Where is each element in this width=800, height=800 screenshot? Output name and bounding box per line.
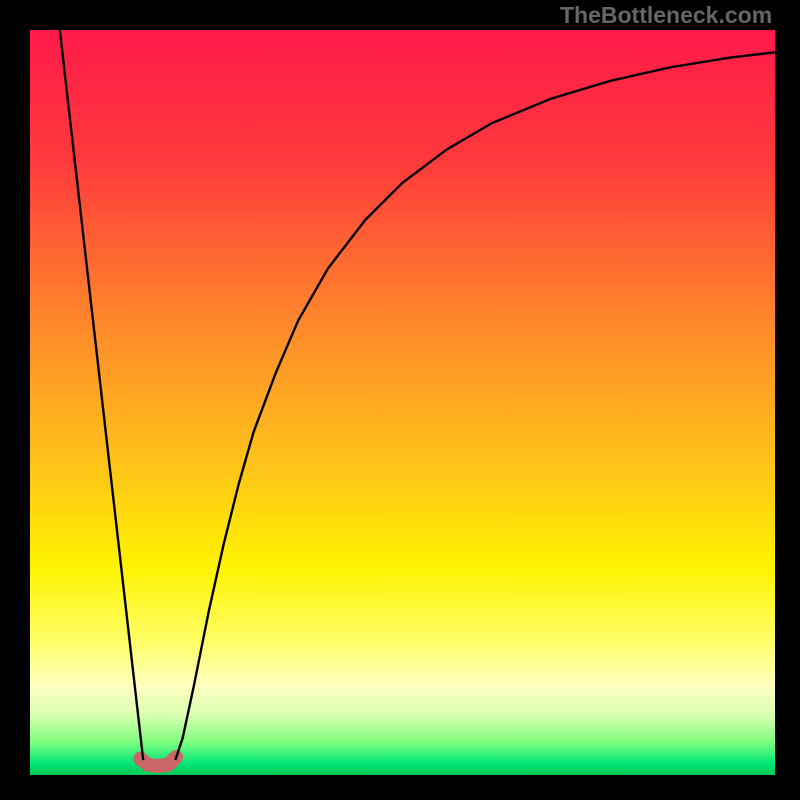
plot-area: [30, 30, 775, 775]
gradient-background: [30, 30, 775, 775]
watermark-text: TheBottleneck.com: [560, 2, 772, 29]
chart-container: TheBottleneck.com: [0, 0, 800, 800]
plot-svg: [30, 30, 775, 775]
